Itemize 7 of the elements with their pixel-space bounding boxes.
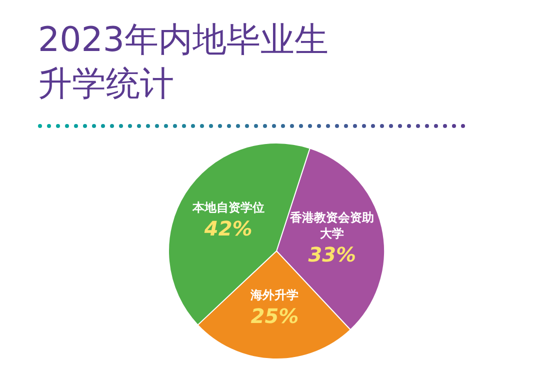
chart-title: 2023年内地毕业生升学统计 [38,19,330,106]
slice-label: 本地自资学位 [191,200,264,214]
slice-label: 香港教资会资助大学 [289,210,374,241]
data-label: 25% [250,304,299,328]
slice-label: 海外升学 [250,288,299,302]
data-label: 42% [203,216,252,240]
data-label: 33% [308,242,356,267]
